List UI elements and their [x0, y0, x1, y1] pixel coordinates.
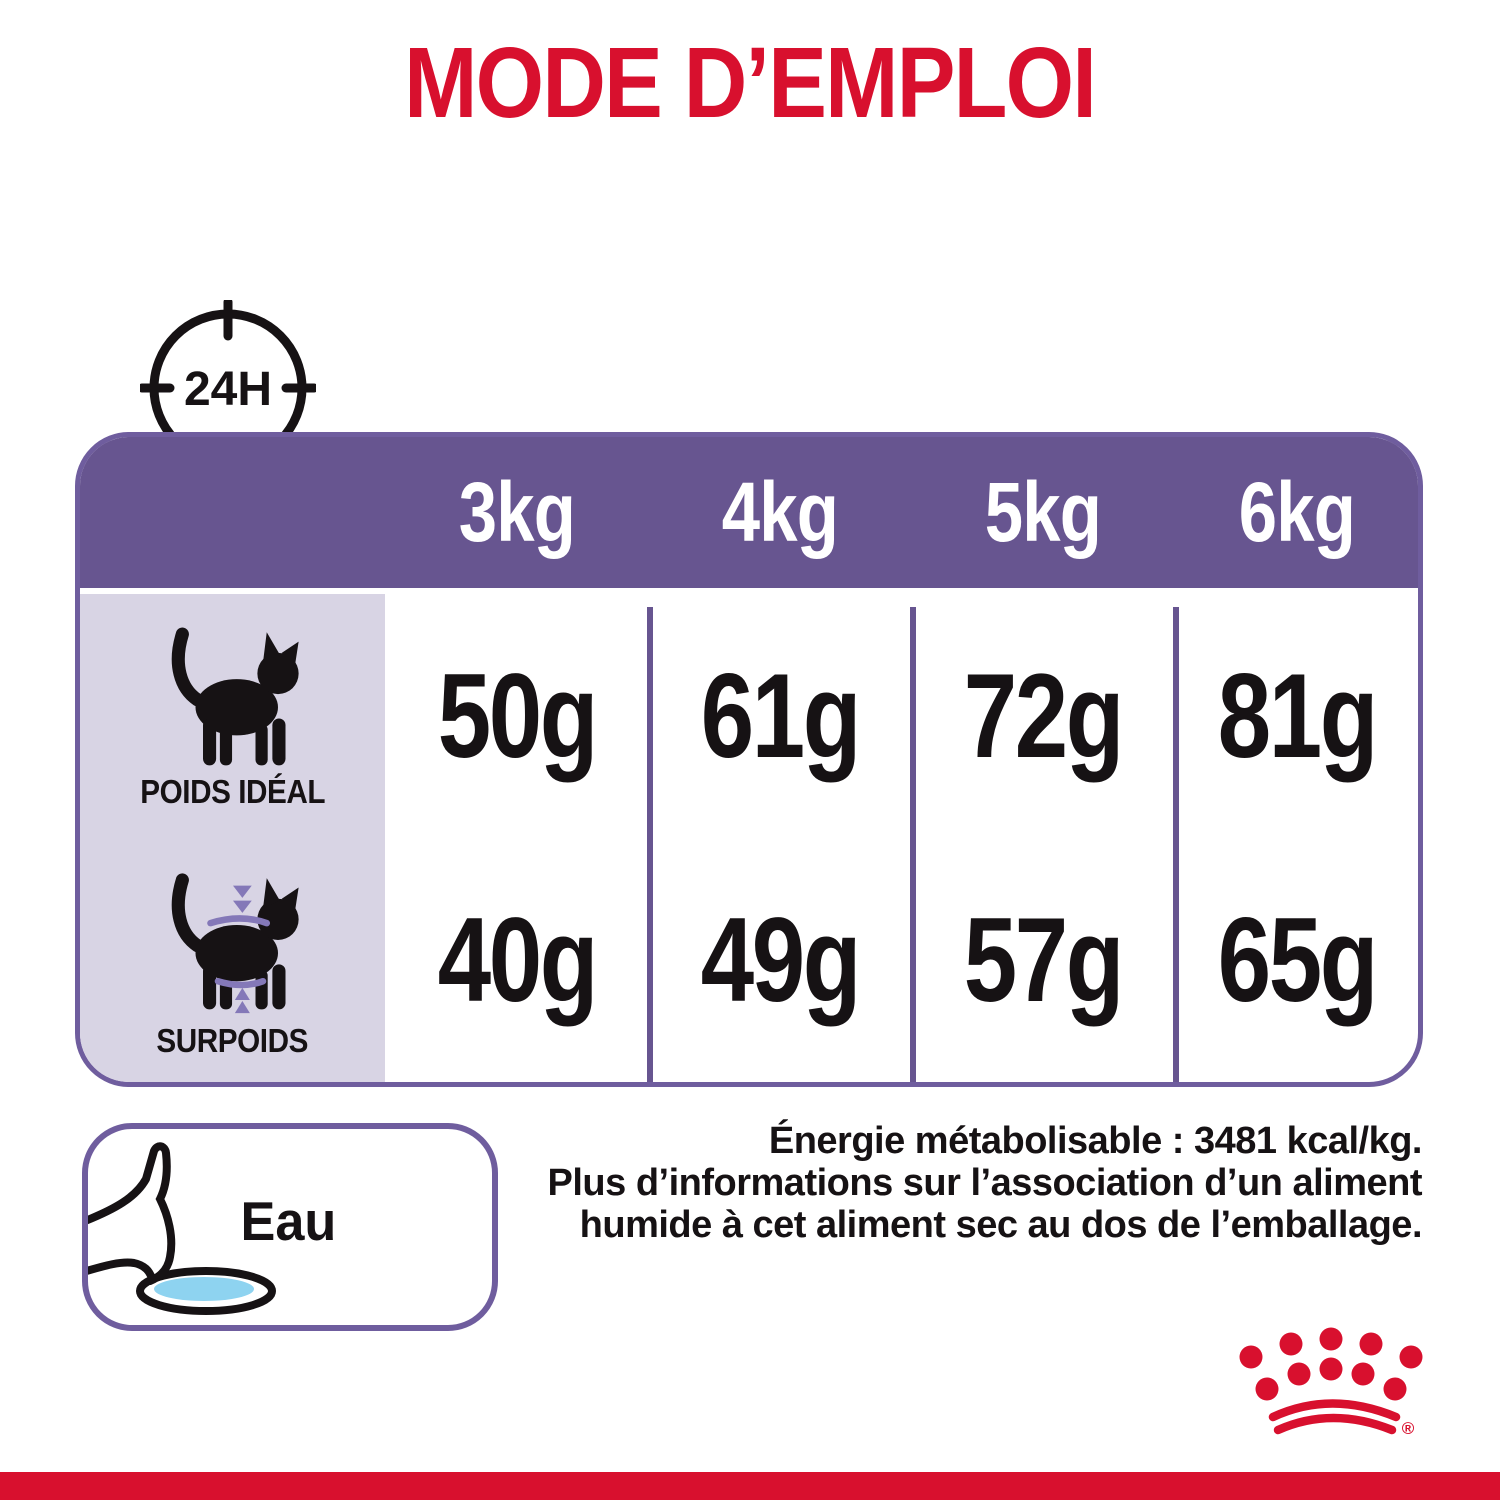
clock-24h-label: 24H [184, 363, 272, 416]
row-label-ideal-weight: POIDS IDÉAL [140, 773, 325, 810]
row-header-ideal-weight: POIDS IDÉAL [80, 594, 385, 838]
cat-overweight-icon [171, 873, 299, 1014]
column-header-3kg: 3kg [458, 465, 576, 559]
page-title: MODE D’EMPLOI [0, 26, 1500, 141]
info-line-energy: Énergie métabolisable : 3481 kcal/kg. [768, 1120, 1423, 1162]
water-reminder-box: Eau [82, 1123, 498, 1331]
feeding-table-header: 3kg 4kg 5kg 6kg [80, 437, 1418, 588]
cat-drinking-from-bowl-icon [88, 1142, 276, 1315]
column-divider [647, 607, 653, 1082]
ration-overweight-6kg: 65g [1217, 893, 1378, 1027]
column-header-4kg: 4kg [721, 465, 839, 559]
feeding-table: 3kg 4kg 5kg 6kg [75, 432, 1423, 1087]
royal-canin-crown-logo: ® [1239, 1327, 1423, 1438]
row-header-overweight: SURPOIDS [80, 838, 385, 1082]
ration-overweight-3kg: 40g [437, 893, 599, 1027]
ration-ideal-6kg: 81g [1217, 649, 1378, 783]
ration-overweight-5kg: 57g [963, 893, 1125, 1027]
info-line-mixed-feeding-1: Plus d’informations sur l’association d’… [547, 1162, 1423, 1204]
ration-ideal-5kg: 72g [963, 649, 1125, 783]
ration-ideal-3kg: 50g [437, 649, 599, 783]
ration-overweight-4kg: 49g [700, 893, 862, 1027]
bottom-red-bar [0, 1472, 1500, 1500]
registered-trademark-symbol: ® [1402, 1419, 1415, 1438]
column-divider [910, 607, 916, 1082]
info-text: Énergie métabolisable : 3481 kcal/kg. Pl… [472, 1120, 1423, 1246]
column-header-6kg: 6kg [1238, 465, 1355, 559]
page-title-text: MODE D’EMPLOI [404, 27, 1098, 139]
water-label: Eau [240, 1190, 337, 1252]
row-label-overweight: SURPOIDS [156, 1022, 309, 1059]
ration-ideal-4kg: 61g [700, 649, 862, 783]
column-divider [1173, 607, 1179, 1082]
column-header-5kg: 5kg [984, 465, 1102, 559]
feeding-table-body: POIDS IDÉAL [80, 594, 1418, 1082]
info-line-mixed-feeding-2: humide à cet aliment sec au dos de l’emb… [579, 1204, 1423, 1246]
cat-ideal-weight-icon [171, 627, 299, 766]
